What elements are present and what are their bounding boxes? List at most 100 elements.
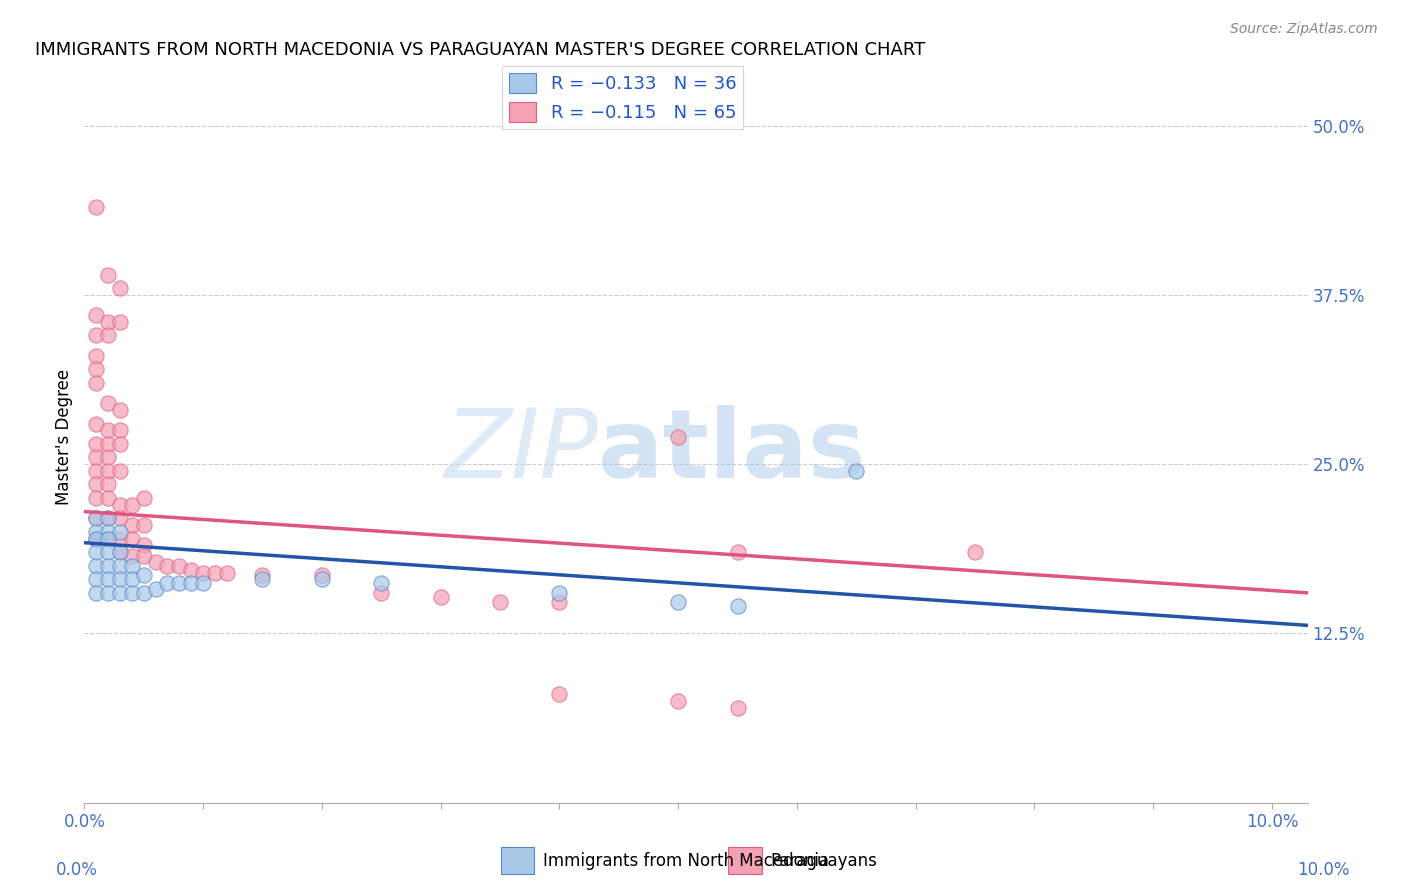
- Point: [145, 582, 167, 596]
- Point: [370, 586, 392, 600]
- Point: [156, 558, 179, 573]
- Point: [108, 532, 131, 546]
- Point: [97, 491, 120, 505]
- Point: [97, 315, 120, 329]
- Point: [84, 308, 107, 322]
- Point: [169, 558, 191, 573]
- Point: [311, 572, 333, 586]
- Point: [84, 450, 107, 465]
- Point: [84, 376, 107, 390]
- Point: [108, 572, 131, 586]
- Point: [84, 417, 107, 431]
- Text: 0.0%: 0.0%: [56, 861, 98, 879]
- Point: [84, 524, 107, 539]
- Point: [727, 545, 749, 559]
- Point: [108, 558, 131, 573]
- Point: [97, 464, 120, 478]
- Y-axis label: Master's Degree: Master's Degree: [55, 369, 73, 505]
- Point: [97, 511, 120, 525]
- Point: [97, 532, 120, 546]
- Point: [84, 572, 107, 586]
- Point: [121, 558, 143, 573]
- Point: [97, 524, 120, 539]
- Point: [666, 595, 689, 609]
- Point: [97, 545, 120, 559]
- Point: [429, 590, 451, 604]
- Point: [180, 576, 202, 591]
- Point: [108, 437, 131, 451]
- Point: [108, 403, 131, 417]
- Point: [132, 568, 155, 582]
- Point: [311, 568, 333, 582]
- Point: [108, 315, 131, 329]
- Text: 10.0%: 10.0%: [1298, 861, 1350, 879]
- Point: [97, 572, 120, 586]
- Point: [169, 576, 191, 591]
- Point: [215, 566, 238, 580]
- Point: [97, 450, 120, 465]
- Point: [180, 563, 202, 577]
- Point: [191, 566, 214, 580]
- Point: [84, 511, 107, 525]
- Point: [121, 532, 143, 546]
- Point: [108, 524, 131, 539]
- Point: [97, 396, 120, 410]
- Point: [121, 572, 143, 586]
- Point: [84, 200, 107, 214]
- Point: [132, 538, 155, 552]
- Point: [132, 586, 155, 600]
- Text: atlas: atlas: [598, 405, 866, 499]
- Point: [666, 430, 689, 444]
- Legend: R = −0.133   N = 36, R = −0.115   N = 65: R = −0.133 N = 36, R = −0.115 N = 65: [502, 66, 744, 129]
- Point: [84, 349, 107, 363]
- Point: [132, 491, 155, 505]
- Point: [84, 532, 107, 546]
- Point: [108, 281, 131, 295]
- Point: [108, 545, 131, 559]
- Point: [84, 511, 107, 525]
- Point: [97, 437, 120, 451]
- Point: [84, 491, 107, 505]
- Point: [97, 268, 120, 282]
- Point: [97, 511, 120, 525]
- Point: [489, 595, 512, 609]
- Point: [666, 694, 689, 708]
- Point: [84, 328, 107, 343]
- Point: [121, 586, 143, 600]
- Bar: [501, 847, 534, 874]
- Point: [84, 586, 107, 600]
- Point: [84, 545, 107, 559]
- Point: [84, 532, 107, 546]
- Point: [97, 423, 120, 437]
- Point: [132, 518, 155, 533]
- Point: [548, 595, 571, 609]
- Point: [108, 545, 131, 559]
- Text: IMMIGRANTS FROM NORTH MACEDONIA VS PARAGUAYAN MASTER'S DEGREE CORRELATION CHART: IMMIGRANTS FROM NORTH MACEDONIA VS PARAG…: [35, 41, 925, 59]
- Point: [108, 511, 131, 525]
- Point: [97, 328, 120, 343]
- Point: [845, 464, 868, 478]
- Text: ZIP: ZIP: [444, 405, 598, 499]
- Point: [97, 558, 120, 573]
- Point: [97, 586, 120, 600]
- Point: [252, 568, 274, 582]
- Point: [727, 701, 749, 715]
- Point: [84, 437, 107, 451]
- Point: [84, 362, 107, 376]
- Point: [548, 688, 571, 702]
- Point: [191, 576, 214, 591]
- Point: [548, 586, 571, 600]
- Point: [156, 576, 179, 591]
- Point: [108, 586, 131, 600]
- Point: [97, 477, 120, 491]
- Text: Immigrants from North Macedonia: Immigrants from North Macedonia: [543, 852, 828, 870]
- Point: [108, 464, 131, 478]
- Point: [727, 599, 749, 614]
- Point: [252, 572, 274, 586]
- Point: [121, 549, 143, 564]
- Text: Paraguayans: Paraguayans: [770, 852, 877, 870]
- Point: [84, 477, 107, 491]
- Point: [108, 498, 131, 512]
- Point: [132, 549, 155, 564]
- Point: [97, 532, 120, 546]
